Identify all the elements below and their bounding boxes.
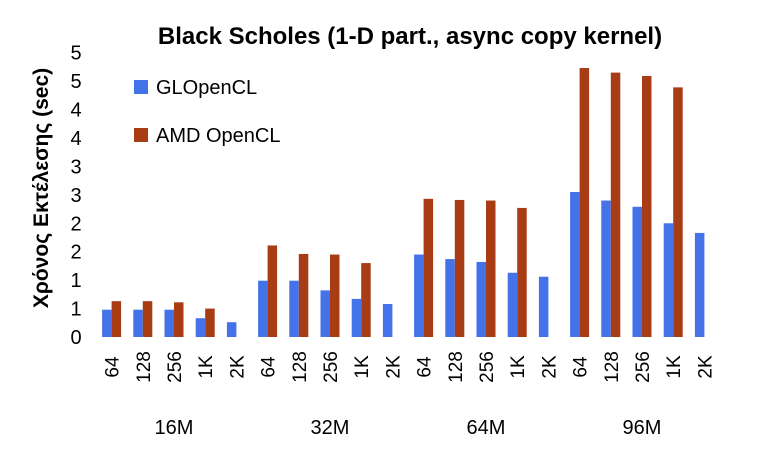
bar-amd-opencl-16m-256 bbox=[174, 302, 184, 337]
bar-glopencl-32m-64 bbox=[258, 280, 268, 337]
group-labels: 16M 32M 64M 96M bbox=[155, 417, 662, 439]
bar-glopencl-32m-128 bbox=[289, 280, 299, 337]
x-tick-label: 2K bbox=[539, 355, 560, 379]
bar-amd-opencl-32m-1k bbox=[361, 263, 371, 337]
bars bbox=[102, 68, 705, 338]
bar-glopencl-32m-256 bbox=[320, 290, 330, 337]
bar-glopencl-64m-1k bbox=[507, 272, 518, 337]
bar-amd-opencl-96m-1k bbox=[673, 87, 683, 338]
x-tick-label: 128 bbox=[290, 351, 311, 383]
y-tick-label: 4 bbox=[70, 100, 81, 122]
bar-glopencl-32m-1k bbox=[351, 298, 362, 337]
bar-glopencl-64m-2k bbox=[538, 276, 549, 337]
bar-glopencl-16m-1k bbox=[195, 318, 206, 337]
bar-amd-opencl-16m-1k bbox=[205, 308, 215, 337]
y-tick-label: 3 bbox=[70, 156, 81, 178]
legend-label: GLOpenCL bbox=[156, 77, 257, 99]
group-label: 16M bbox=[155, 417, 194, 439]
bar-amd-opencl-64m-128 bbox=[454, 199, 465, 337]
x-tick-label: 256 bbox=[477, 351, 498, 383]
bar-amd-opencl-32m-128 bbox=[298, 253, 309, 337]
legend-swatch bbox=[134, 128, 148, 142]
bar-amd-opencl-64m-64 bbox=[423, 198, 434, 337]
x-tick-label: 1K bbox=[352, 355, 373, 379]
bar-glopencl-64m-64 bbox=[414, 254, 424, 337]
bar-amd-opencl-96m-128 bbox=[610, 72, 621, 337]
bar-amd-opencl-96m-64 bbox=[579, 68, 590, 337]
group-label: 64M bbox=[467, 417, 506, 439]
x-tick-label: 256 bbox=[321, 351, 342, 383]
x-tick-label: 128 bbox=[446, 351, 467, 383]
x-tick-label: 64 bbox=[259, 356, 280, 378]
legend: GLOpenCL AMD OpenCL bbox=[134, 77, 281, 147]
chart-title: Black Scholes (1-D part., async copy ker… bbox=[158, 23, 662, 50]
bar-amd-opencl-96m-256 bbox=[642, 76, 652, 337]
bar-glopencl-96m-1k bbox=[663, 223, 674, 337]
y-tick-label: 5 bbox=[70, 43, 81, 65]
y-tick-label: 2 bbox=[70, 242, 81, 264]
group-label: 96M bbox=[623, 417, 662, 439]
y-tick-label: 1 bbox=[70, 270, 81, 292]
x-tick-label: 256 bbox=[633, 351, 654, 383]
bar-glopencl-16m-64 bbox=[102, 309, 112, 337]
x-tick-label: 2K bbox=[227, 355, 248, 379]
y-axis-ticks: 0 1 1 2 2 3 3 4 4 5 5 bbox=[70, 43, 81, 349]
y-axis-label: Χρόνος Εκτέλεσης (sec) bbox=[30, 68, 53, 308]
bar-amd-opencl-32m-256 bbox=[330, 254, 340, 337]
y-tick-label: 0 bbox=[70, 327, 81, 349]
x-tick-label: 1K bbox=[508, 355, 529, 379]
bar-glopencl-96m-2k bbox=[694, 232, 705, 337]
x-tick-label: 64 bbox=[571, 356, 592, 378]
bar-glopencl-96m-256 bbox=[632, 206, 642, 337]
bar-glopencl-64m-128 bbox=[445, 259, 455, 337]
bar-glopencl-96m-128 bbox=[601, 200, 611, 337]
bar-amd-opencl-32m-64 bbox=[267, 245, 278, 337]
bar-glopencl-16m-128 bbox=[133, 309, 143, 337]
bar-glopencl-64m-256 bbox=[476, 261, 486, 337]
bar-glopencl-96m-64 bbox=[570, 192, 580, 337]
x-tick-label: 128 bbox=[134, 351, 155, 383]
y-tick-label: 1 bbox=[70, 299, 81, 321]
x-tick-label: 1K bbox=[664, 355, 685, 379]
x-axis-ticks: 64 128 256 1K 2K 64 128 256 1K 2K 64 128 256 1K 2K 64 12… bbox=[103, 351, 717, 383]
bar-glopencl-32m-2k bbox=[382, 304, 393, 337]
bar-amd-opencl-16m-128 bbox=[142, 301, 153, 337]
x-tick-label: 2K bbox=[695, 355, 716, 379]
bar-amd-opencl-64m-256 bbox=[486, 200, 496, 337]
legend-swatch bbox=[134, 80, 148, 94]
legend-label: AMD OpenCL bbox=[156, 125, 281, 147]
x-tick-label: 128 bbox=[602, 351, 623, 383]
y-tick-label: 4 bbox=[70, 128, 81, 150]
y-tick-label: 2 bbox=[70, 213, 81, 235]
bar-amd-opencl-16m-64 bbox=[111, 301, 122, 337]
x-tick-label: 2K bbox=[383, 355, 404, 379]
y-tick-label: 3 bbox=[70, 185, 81, 207]
bar-amd-opencl-64m-1k bbox=[517, 207, 527, 337]
bar-glopencl-16m-256 bbox=[164, 309, 174, 337]
x-tick-label: 256 bbox=[165, 351, 186, 383]
y-tick-label: 5 bbox=[70, 71, 81, 93]
group-label: 32M bbox=[311, 417, 350, 439]
x-tick-label: 1K bbox=[196, 355, 217, 379]
x-tick-label: 64 bbox=[103, 356, 124, 378]
bar-glopencl-16m-2k bbox=[226, 322, 237, 337]
x-tick-label: 64 bbox=[415, 356, 436, 378]
